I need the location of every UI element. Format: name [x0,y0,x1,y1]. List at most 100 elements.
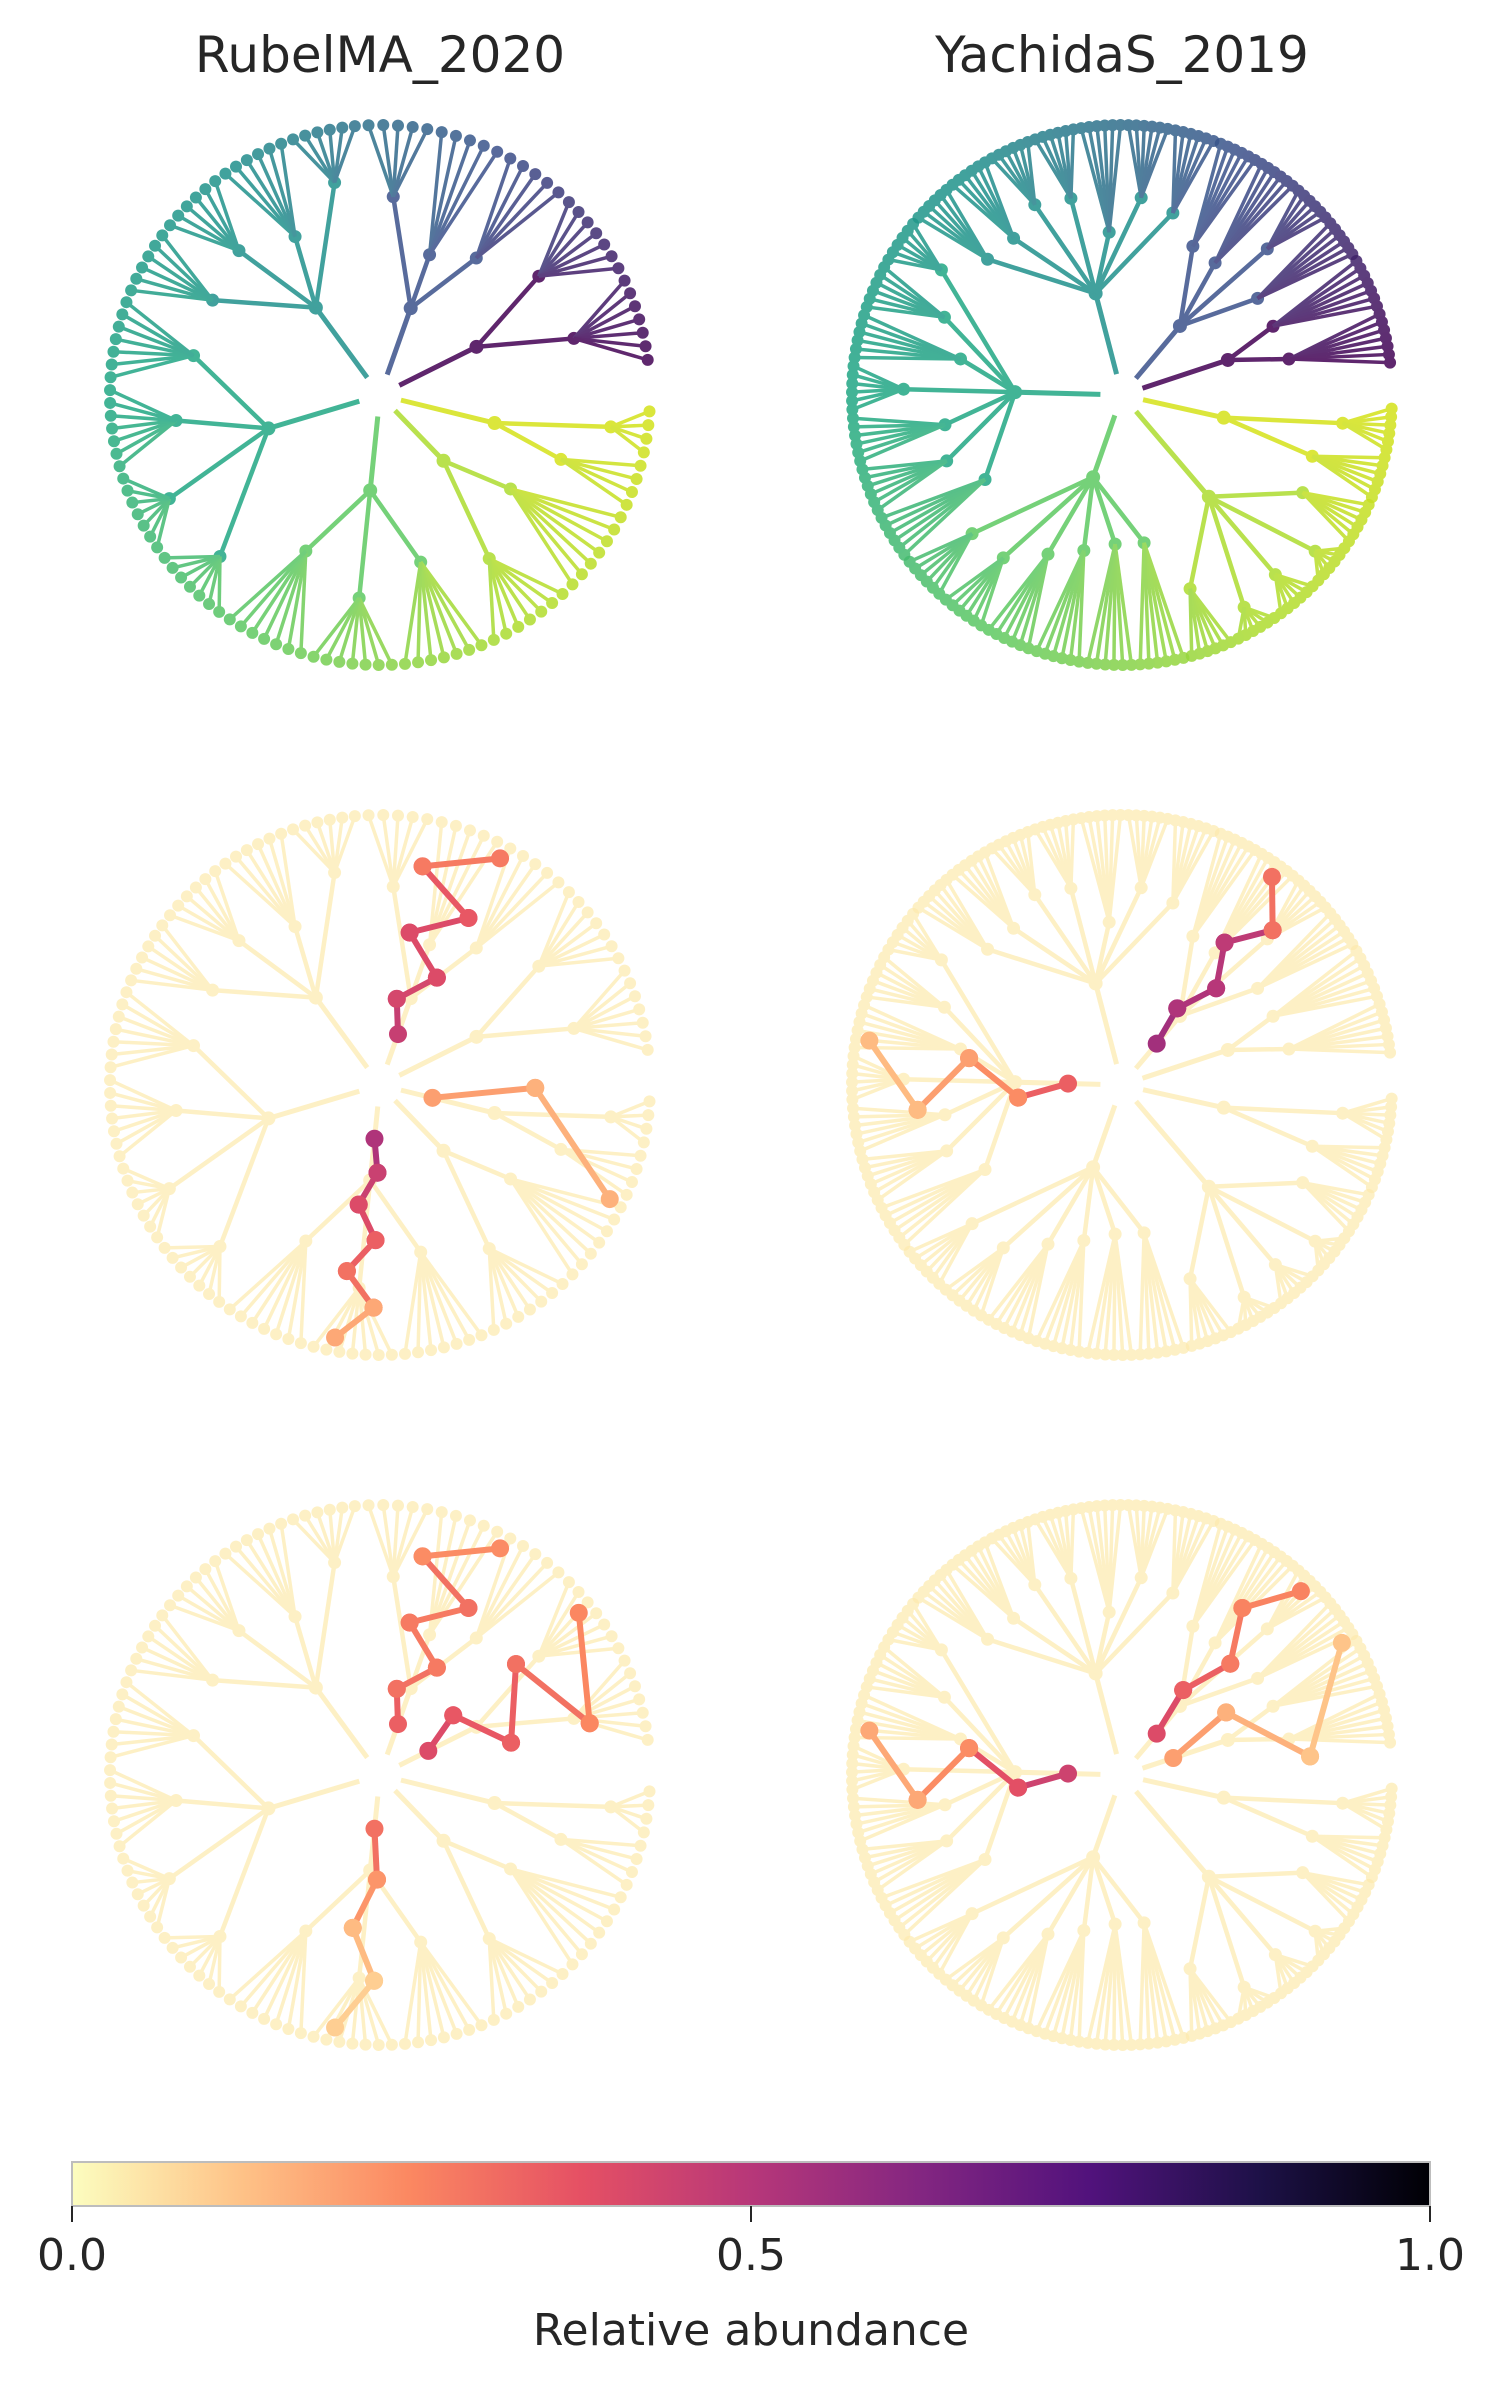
highlight-branch [866,1728,921,1802]
tree-leaf [605,250,618,263]
tree-branch [250,1240,308,1324]
tree-branch [862,1839,947,1852]
tree-leaf [136,261,149,274]
tree-branch [267,838,297,928]
tree-leaf [385,2038,398,2051]
tree-branch [130,978,213,992]
tree-leaf [109,333,122,346]
tree-branch [537,221,589,278]
highlight-node [326,2018,345,2037]
highlight-node [908,1790,927,1809]
highlight-path [419,1603,599,1760]
tree-branch [1046,1856,1096,1936]
tree-leaf [333,655,346,668]
tree-branch [1035,1929,1086,2032]
highlight-node [908,1100,927,1119]
tree-leaf [491,1525,504,1538]
tree-leaf [131,1198,144,1211]
tree-branch [313,872,337,998]
tree-branch [509,1867,615,1912]
tree-branch [1091,475,1146,545]
tree-branch [537,211,581,278]
tree-branch [418,1941,446,2038]
tree-branch [118,1109,178,1158]
tree-branch [1179,1676,1259,1709]
tree-leaf [112,1010,125,1023]
tree-branch [148,1187,171,1228]
tree-branch [1107,814,1123,923]
tree-leaf [282,642,295,655]
tree-leaf [572,206,585,219]
tree-leaf [131,1888,144,1901]
tree-leaf [323,1503,336,1516]
tree-leaf [575,568,588,581]
tree-branch [419,1941,459,2035]
tree-leaf [189,1571,202,1584]
tree-branch [609,1805,645,1834]
highlight-node [349,1195,368,1214]
tree-branch [971,1855,1095,1916]
tree-branch [1134,1099,1211,1189]
tree-leaf [359,1348,372,1361]
tree-branch [1207,495,1278,577]
tree-leaf [240,154,253,167]
tree-leaf [642,419,655,432]
tree-leaf [643,1785,656,1798]
tree-leaf [294,647,307,660]
tree-leaf [121,1864,134,1877]
tree-branch [274,1240,308,1335]
tree-branch [1015,1079,1101,1087]
tree-branch [328,1509,337,1563]
tree-leaf [183,1270,196,1283]
tree-branch [391,886,413,999]
tree-branch [262,1930,308,2020]
tree-branch [509,1177,574,1276]
tree-leaf [105,1738,118,1751]
tree-leaf [130,272,143,285]
tree-branch [1311,454,1373,499]
tree-branch [475,191,560,260]
highlight-branch [514,1661,592,1726]
tree-leaf [164,1599,177,1612]
tree-leaf [104,1776,117,1789]
tree-leaf [180,200,193,213]
highlight-branch [1224,1709,1312,1760]
tree-branch [573,304,636,340]
tree-branch [168,1806,270,1881]
tree-clade [1142,1087,1398,1194]
tree-clade [1141,254,1397,391]
tree-branch [1227,356,1289,363]
tree-branch [1191,159,1257,248]
tree-branch [944,1568,990,1641]
tree-branch [207,556,222,605]
tree-branch [863,313,962,361]
tree-leaf [608,523,621,536]
tree-leaf [643,1095,656,1108]
tree-branch [180,1244,221,1270]
tree-branch [142,1877,171,1907]
tree-leaf [126,1876,139,1889]
tree-clade [362,119,565,376]
tree-branch [212,1677,317,1690]
tree-branch [315,131,337,184]
tree-clade [1142,397,1398,504]
highlight-node [387,1679,406,1698]
tree-leaf [311,126,324,139]
tree-branch [194,1576,241,1632]
highlight-node [459,908,478,927]
tree-panel-abundance2-left [104,1499,656,2051]
tree-leaf [270,2018,283,2031]
highlight-branch [967,1055,1021,1100]
tree-leaf [275,827,288,840]
tree-leaf [287,1513,300,1526]
tree-branch [1090,1104,1118,1169]
highlight-node [365,1971,384,1990]
tree-branch [418,1251,433,1351]
tree-leaf [193,1279,206,1292]
tree-leaf [110,1137,123,1150]
tree-branch [228,1239,308,1311]
tree-branch [185,1585,241,1632]
tree-leaf [104,1764,117,1777]
tree-leaf [164,219,177,232]
tree-leaf [412,1346,425,1359]
